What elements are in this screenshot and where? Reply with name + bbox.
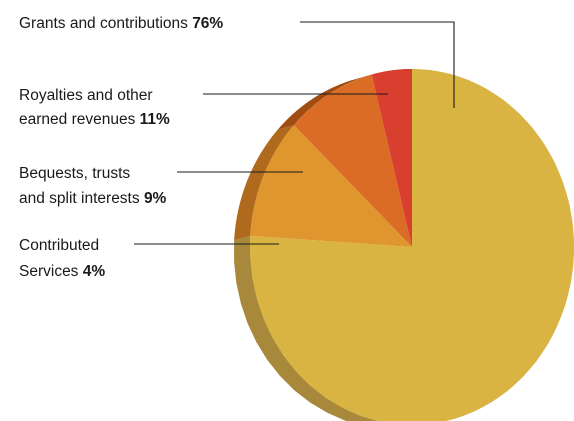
pie-slice-1: [250, 125, 412, 247]
label-bequests-2: and split interests 9%: [19, 190, 167, 207]
label-royalties-2: earned revenues 11%: [19, 111, 170, 128]
label-bequests-line2: and split interests: [19, 190, 140, 207]
label-grants: Grants and contributions 76%: [19, 15, 223, 32]
label-royalties: Royalties and other: [19, 87, 153, 104]
label-services-2: Services 4%: [19, 263, 105, 280]
leader-grants: [300, 21, 455, 108]
label-services-line2: Services: [19, 263, 79, 280]
pie-layer: [234, 69, 574, 421]
pie-slice-0: [250, 69, 574, 421]
label-bequests-pct: 9%: [144, 190, 167, 207]
label-services-line1: Contributed: [19, 237, 99, 254]
label-royalties-pct: 11%: [140, 111, 170, 128]
label-services-pct: 4%: [83, 263, 106, 280]
label-grants-text: Grants and contributions: [19, 15, 188, 32]
label-royalties-line1: Royalties and other: [19, 87, 153, 104]
pie-slice-2: [293, 74, 412, 247]
pie-slice-3: [371, 69, 412, 247]
label-grants-pct: 76%: [192, 15, 223, 32]
pie-side-1: [234, 125, 294, 241]
label-bequests-line1: Bequests, trusts: [19, 165, 130, 182]
label-royalties-line2: earned revenues: [19, 111, 136, 128]
pie-side-2: [277, 74, 372, 130]
label-services: Contributed: [19, 237, 99, 254]
label-bequests: Bequests, trusts: [19, 165, 130, 182]
